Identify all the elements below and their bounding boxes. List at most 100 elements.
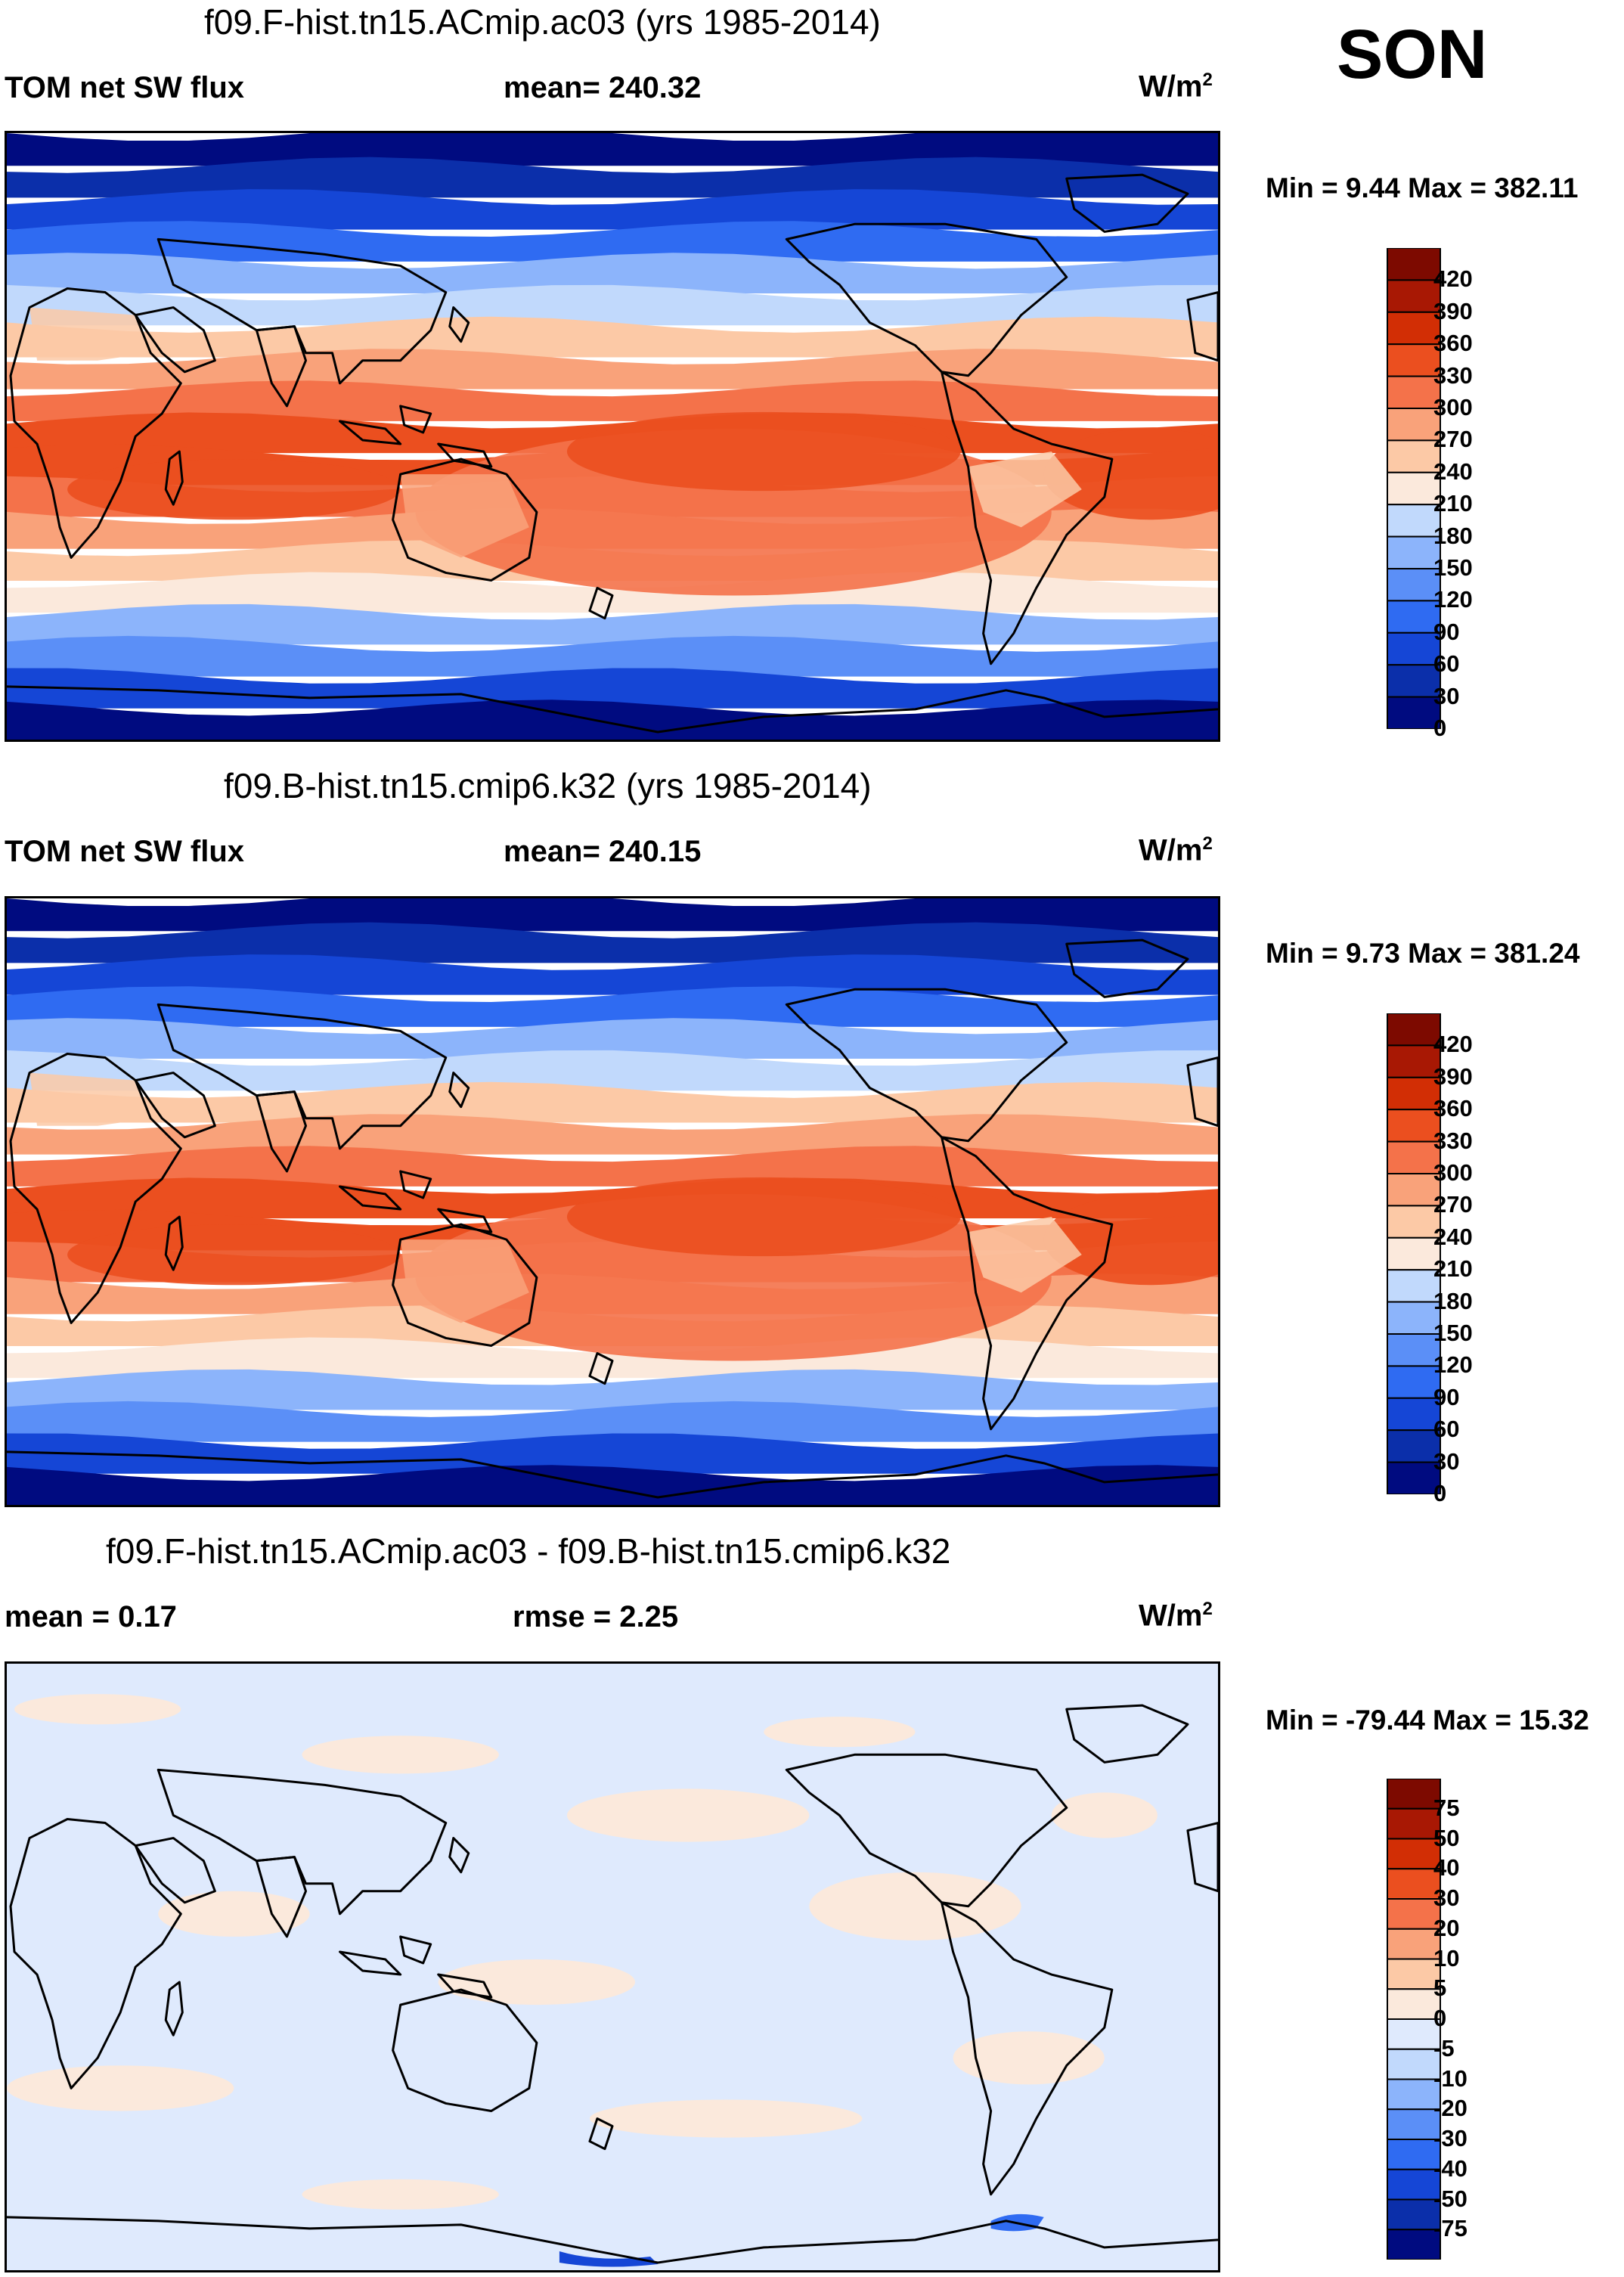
panel3-minmax: Min = -79.44 Max = 15.32 [1266, 1705, 1589, 1736]
positive-difference-patch [809, 1872, 1021, 1940]
panel3-colorbar-swatch [1387, 2168, 1441, 2201]
coastline [157, 237, 448, 385]
colorbar-tick-label: -40 [1433, 2154, 1467, 2182]
panel3-colorbar [1387, 1779, 1441, 2260]
coastline [134, 1072, 216, 1139]
colorbar-tick-label: 420 [1433, 265, 1473, 293]
panel3-units-base: W/m [1139, 1599, 1203, 1633]
positive-difference-patch [589, 2099, 863, 2138]
coastline [392, 1988, 538, 2112]
panel2-mean-label: mean= 240.15 [504, 835, 702, 868]
zonal-band [7, 898, 1218, 932]
panel1-variable-label: TOM net SW flux [5, 71, 245, 104]
panel1-colorbar-swatch [1387, 311, 1441, 346]
coastline [785, 222, 1068, 377]
positive-difference-patch [7, 2065, 234, 2111]
panel2-colorbar-swatch [1387, 1140, 1441, 1175]
panel1-colorbar-swatch [1387, 375, 1441, 410]
colorbar-tick-label: -10 [1433, 2065, 1467, 2092]
panel3-colorbar-swatch [1387, 2229, 1441, 2260]
panel2-colorbar-swatch [1387, 1461, 1441, 1494]
panel2-colorbar-swatch [1387, 1333, 1441, 1367]
coastline [392, 458, 538, 582]
panel3-rmse-label: rmse = 2.25 [513, 1600, 679, 1633]
positive-difference-patch [953, 2031, 1105, 2085]
zonal-band [7, 572, 1218, 613]
zonal-band [7, 1050, 1218, 1091]
panel1-map [5, 131, 1220, 742]
panel2-variable-label: TOM net SW flux [5, 835, 245, 868]
zonal-band [7, 189, 1218, 230]
coastline [9, 1818, 182, 2089]
colorbar-tick-label: -50 [1433, 2185, 1467, 2212]
coastline [588, 586, 614, 620]
colorbar-tick-label: 40 [1433, 1854, 1460, 1881]
panel1-colorbar [1387, 248, 1441, 729]
zonal-band [7, 700, 1218, 740]
panel2-colorbar-swatch [1387, 1205, 1441, 1239]
colorbar-tick-label: -5 [1433, 2034, 1455, 2061]
colorbar-tick-label: -30 [1433, 2125, 1467, 2151]
panel2-units-exp: 2 [1202, 833, 1213, 854]
colorbar-tick-label: 360 [1433, 330, 1473, 357]
positive-difference-patch [14, 1694, 181, 1725]
panel3-bands [7, 1664, 1218, 2270]
panel2-land-shading [29, 1072, 1082, 1323]
coastline [157, 1768, 448, 1916]
panel2-colorbar-swatch [1387, 1076, 1441, 1111]
panel3-coastlines [7, 1704, 1218, 2264]
season-label: SON [1337, 16, 1488, 93]
panel3-colorbar-swatch [1387, 1807, 1441, 1840]
positive-difference-patch [764, 1717, 916, 1748]
panel1-minmax: Min = 9.44 Max = 382.11 [1266, 172, 1579, 203]
colorbar-tick-label: 270 [1433, 426, 1473, 453]
colorbar-tick-label: 120 [1433, 1351, 1473, 1379]
panel3-colorbar-swatch [1387, 1898, 1441, 1930]
colorbar-tick-label: 270 [1433, 1191, 1473, 1218]
colorbar-tick-label: 10 [1433, 1944, 1460, 1971]
land-region [29, 307, 151, 361]
panel2-colorbar [1387, 1013, 1441, 1494]
panel1-colorbar-swatch [1387, 631, 1441, 666]
coastline [785, 988, 1068, 1143]
flux-maximum-region [566, 411, 961, 492]
zonal-band [7, 1146, 1218, 1187]
flux-maximum-region [67, 1224, 401, 1286]
panel1-colorbar-swatch [1387, 504, 1441, 538]
panel3-colorbar-labels: 75 50 40 30 20 10 5 0 -5 -10 -20 -30 -40 -50 -75 [1433, 1779, 1524, 2260]
coastline [1186, 291, 1218, 362]
panel2-colorbar-swatch [1387, 1269, 1441, 1303]
colorbar-tick-label: 390 [1433, 1062, 1473, 1090]
panel1-colorbar-swatch [1387, 471, 1441, 506]
zonal-band [7, 635, 1218, 677]
positive-difference-patch [566, 1788, 810, 1842]
zonal-band [7, 380, 1218, 421]
panel1-colorbar-swatch [1387, 408, 1441, 442]
panel1-map-svg [7, 133, 1218, 740]
coastline [392, 1223, 538, 1347]
colorbar-tick-label: 300 [1433, 394, 1473, 420]
colorbar-tick-label: 90 [1433, 1383, 1460, 1410]
colorbar-tick-label: -20 [1433, 2095, 1467, 2122]
panel2-colorbar-svg [1387, 1013, 1441, 1494]
zonal-band [7, 922, 1218, 963]
colorbar-tick-label: -75 [1433, 2215, 1467, 2242]
zonal-band [7, 221, 1218, 262]
colorbar-tick-label: 5 [1433, 1975, 1447, 2002]
coastline [164, 450, 184, 506]
colorbar-tick-label: 120 [1433, 586, 1473, 613]
panel1-colorbar-swatch [1387, 279, 1441, 313]
coastline [164, 1215, 184, 1271]
coastline [785, 1753, 1068, 1908]
panel2-colorbar-swatch [1387, 1013, 1441, 1047]
colorbar-tick-label: 210 [1433, 1255, 1473, 1283]
coastline [448, 1072, 470, 1109]
panel1-colorbar-swatch [1387, 343, 1441, 377]
panel3-colorbar-swatch [1387, 1779, 1441, 1810]
flux-maximum-region [566, 1177, 961, 1257]
colorbar-tick-label: 330 [1433, 361, 1473, 389]
zonal-band [7, 1081, 1218, 1123]
panel2-colorbar-swatch [1387, 1236, 1441, 1271]
panel2-map-svg [7, 898, 1218, 1505]
panel1-units-exp: 2 [1202, 70, 1213, 90]
